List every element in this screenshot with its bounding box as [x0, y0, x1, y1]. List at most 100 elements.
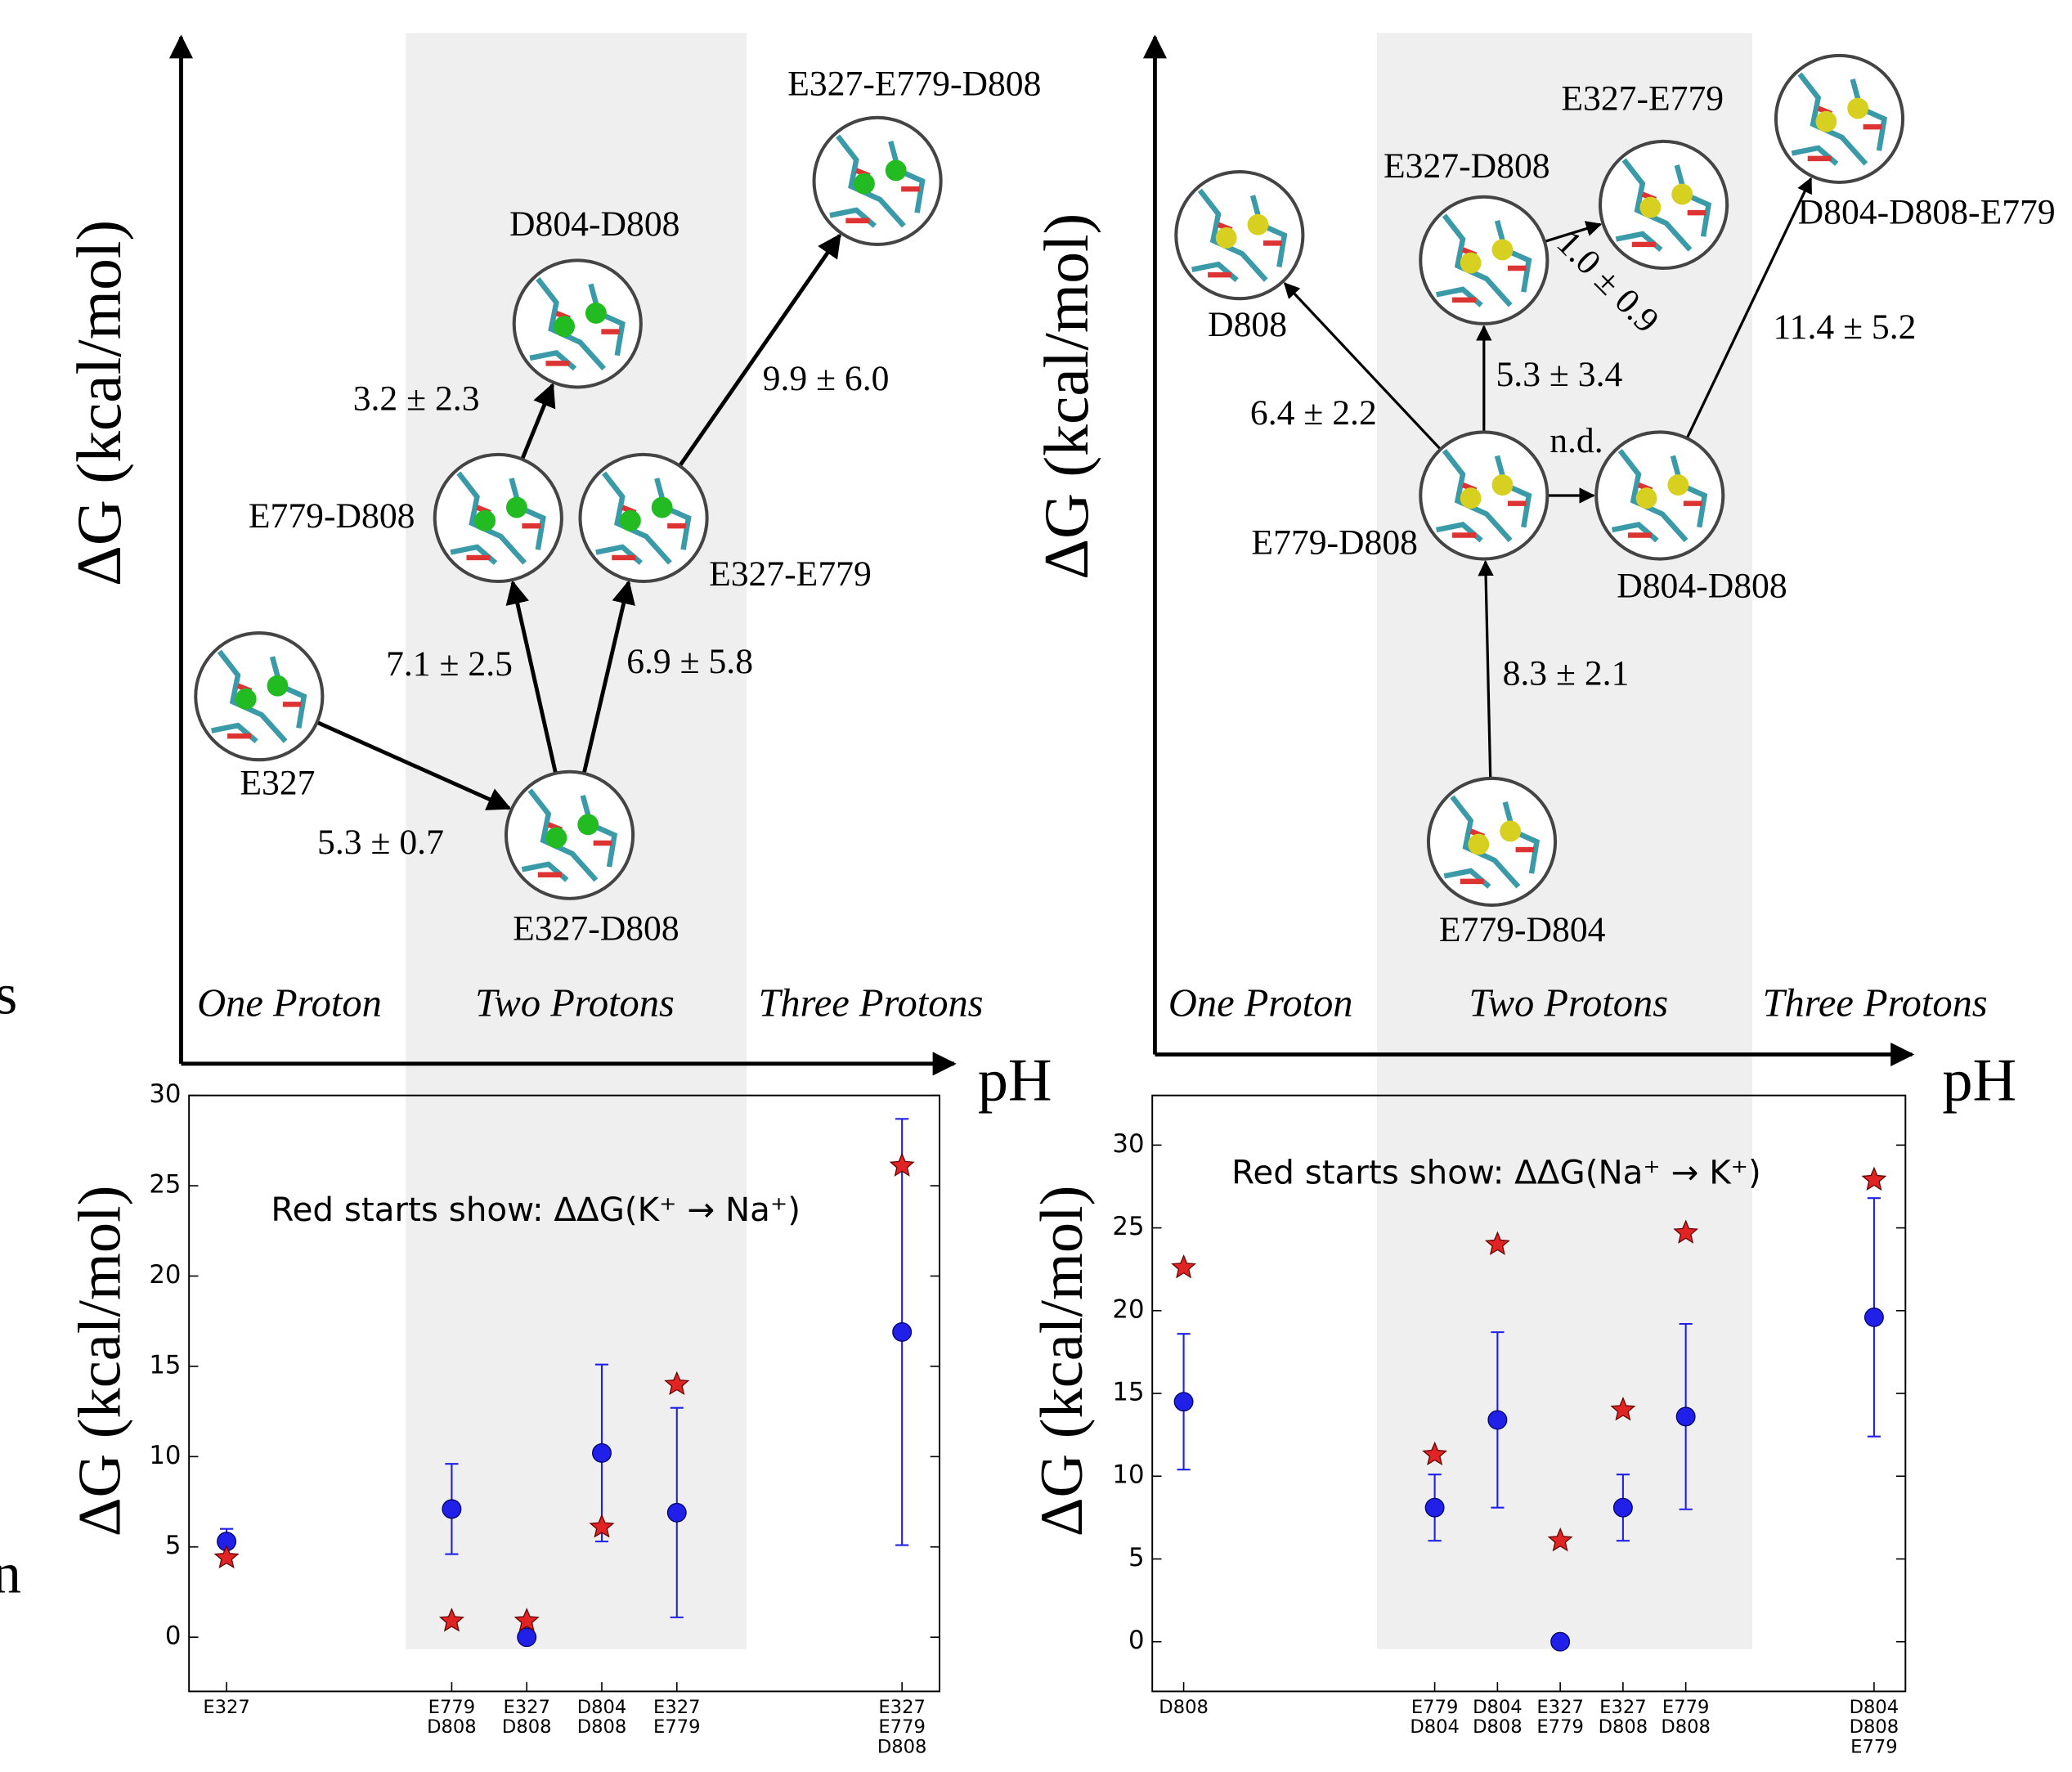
y-tick-label: 20: [1112, 1295, 1144, 1324]
point-marker: [517, 1627, 537, 1648]
ion: [554, 316, 576, 338]
y-tick-label: 0: [165, 1622, 182, 1651]
region-label: Three Protons: [758, 981, 983, 1025]
star-marker: [1484, 1231, 1510, 1255]
molecule-node: [1598, 139, 1729, 271]
y-tick-label: 15: [149, 1351, 181, 1379]
point-marker: [1675, 1406, 1696, 1427]
y-tick-label: 25: [1112, 1213, 1144, 1241]
point-marker: [892, 1321, 913, 1342]
annotation: Red starts show: ΔΔG(Na⁺ → K⁺): [1231, 1154, 1761, 1192]
edge-label: 9.9 ± 6.0: [763, 359, 890, 398]
y-axis-label: ΔG (kcal/mol): [64, 220, 134, 586]
x-tick-label: D808: [1159, 1696, 1209, 1717]
x-tick-label: E327 E779: [653, 1696, 700, 1737]
y-tick-label: 5: [1128, 1544, 1145, 1572]
x-tick-label: E327: [203, 1696, 249, 1717]
ion: [1460, 252, 1482, 274]
star-marker: [1171, 1254, 1197, 1279]
region-label: One Proton: [1168, 981, 1353, 1025]
molecule-node: [194, 631, 325, 762]
arrow: [505, 580, 558, 774]
region-label: Two Protons: [475, 981, 675, 1025]
ion: [1639, 196, 1662, 218]
star-marker: [1610, 1396, 1636, 1421]
star-marker: [1547, 1527, 1573, 1552]
node-label: D804-D808: [1617, 567, 1787, 606]
point-marker: [1612, 1497, 1633, 1518]
y-axis-label: ΔG (kcal/mol): [1031, 213, 1101, 580]
molecule-node: [1419, 195, 1550, 325]
point-marker: [442, 1499, 462, 1519]
point-marker: [1550, 1631, 1571, 1652]
annotation: Red starts show: ΔΔG(K⁺ → Na⁺): [271, 1191, 801, 1229]
node-label: E327-E779: [1561, 79, 1724, 118]
ion: [585, 303, 607, 324]
node-label: D804-D808-E779: [1798, 192, 2056, 231]
edge-label: 5.3 ± 3.4: [1496, 355, 1623, 394]
region-label: Three Protons: [1763, 981, 1988, 1025]
node-label: E327: [240, 764, 315, 803]
x-tick-label: E327 E779 D808: [877, 1696, 927, 1756]
plot-frame: [188, 1094, 941, 1693]
region-label: Two Protons: [1469, 981, 1668, 1025]
x-tick-label: D804 D808: [1473, 1696, 1523, 1737]
arrow: [1544, 221, 1603, 244]
star-marker: [514, 1608, 540, 1632]
y-tick-label: 30: [1112, 1130, 1144, 1159]
ion: [853, 173, 875, 195]
ion: [545, 827, 567, 849]
ion: [1247, 213, 1269, 236]
x-tick-label: E327 D808: [502, 1696, 552, 1737]
arrow: [581, 580, 635, 774]
x-tick-label: D804 D808 E779: [1850, 1696, 1899, 1756]
ion: [1500, 820, 1522, 842]
x-axis-label: pH: [1942, 1047, 2016, 1114]
node-label: E779-D808: [1251, 523, 1418, 562]
point-marker: [1863, 1307, 1884, 1327]
ion: [651, 496, 673, 518]
point-marker: [592, 1442, 612, 1463]
y-tick-label: 5: [165, 1532, 182, 1560]
edge-label: 5.3 ± 0.7: [317, 823, 444, 862]
node-label: E327-D808: [1384, 146, 1550, 186]
star-marker: [438, 1608, 464, 1632]
x-tick-label: E327 E779: [1536, 1696, 1583, 1737]
y-tick-label: 10: [1112, 1461, 1144, 1490]
edge-label: 6.4 ± 2.2: [1250, 393, 1377, 433]
molecule-node: [433, 452, 563, 584]
ion: [1491, 474, 1514, 496]
fragment: n: [0, 1541, 21, 1605]
star-marker: [589, 1514, 615, 1538]
star-marker: [213, 1544, 240, 1569]
ion: [506, 496, 527, 518]
star-marker: [889, 1152, 915, 1177]
molecule-node: [512, 258, 643, 389]
arrow: [1283, 282, 1442, 451]
node-label: E327-E779: [709, 554, 872, 594]
molecule-node: [1174, 170, 1305, 301]
molecule-node: [1594, 430, 1725, 561]
star-marker: [1422, 1441, 1448, 1466]
molecule-node: [578, 452, 709, 584]
x-tick-label: E779 D804: [1410, 1696, 1460, 1737]
fragment: s: [0, 963, 17, 1027]
x-axis-label: pH: [978, 1047, 1052, 1114]
point-marker: [1487, 1410, 1508, 1430]
ion: [1215, 227, 1237, 249]
x-tick-label: E327 D808: [1599, 1696, 1648, 1737]
y-tick-label: 25: [149, 1171, 181, 1200]
ion: [1491, 239, 1514, 261]
molecule-node: [504, 769, 635, 900]
x-tick-label: E779 D808: [1661, 1696, 1711, 1737]
region-label: One Proton: [197, 981, 382, 1025]
ion: [235, 688, 257, 710]
y-tick-label: 15: [1112, 1379, 1144, 1407]
node-label: E327-E779-D808: [787, 65, 1041, 104]
arrow: [1478, 559, 1494, 778]
node-label: D808: [1208, 305, 1287, 344]
edge-label: 7.1 ± 2.5: [386, 644, 513, 684]
ion: [1667, 474, 1689, 496]
